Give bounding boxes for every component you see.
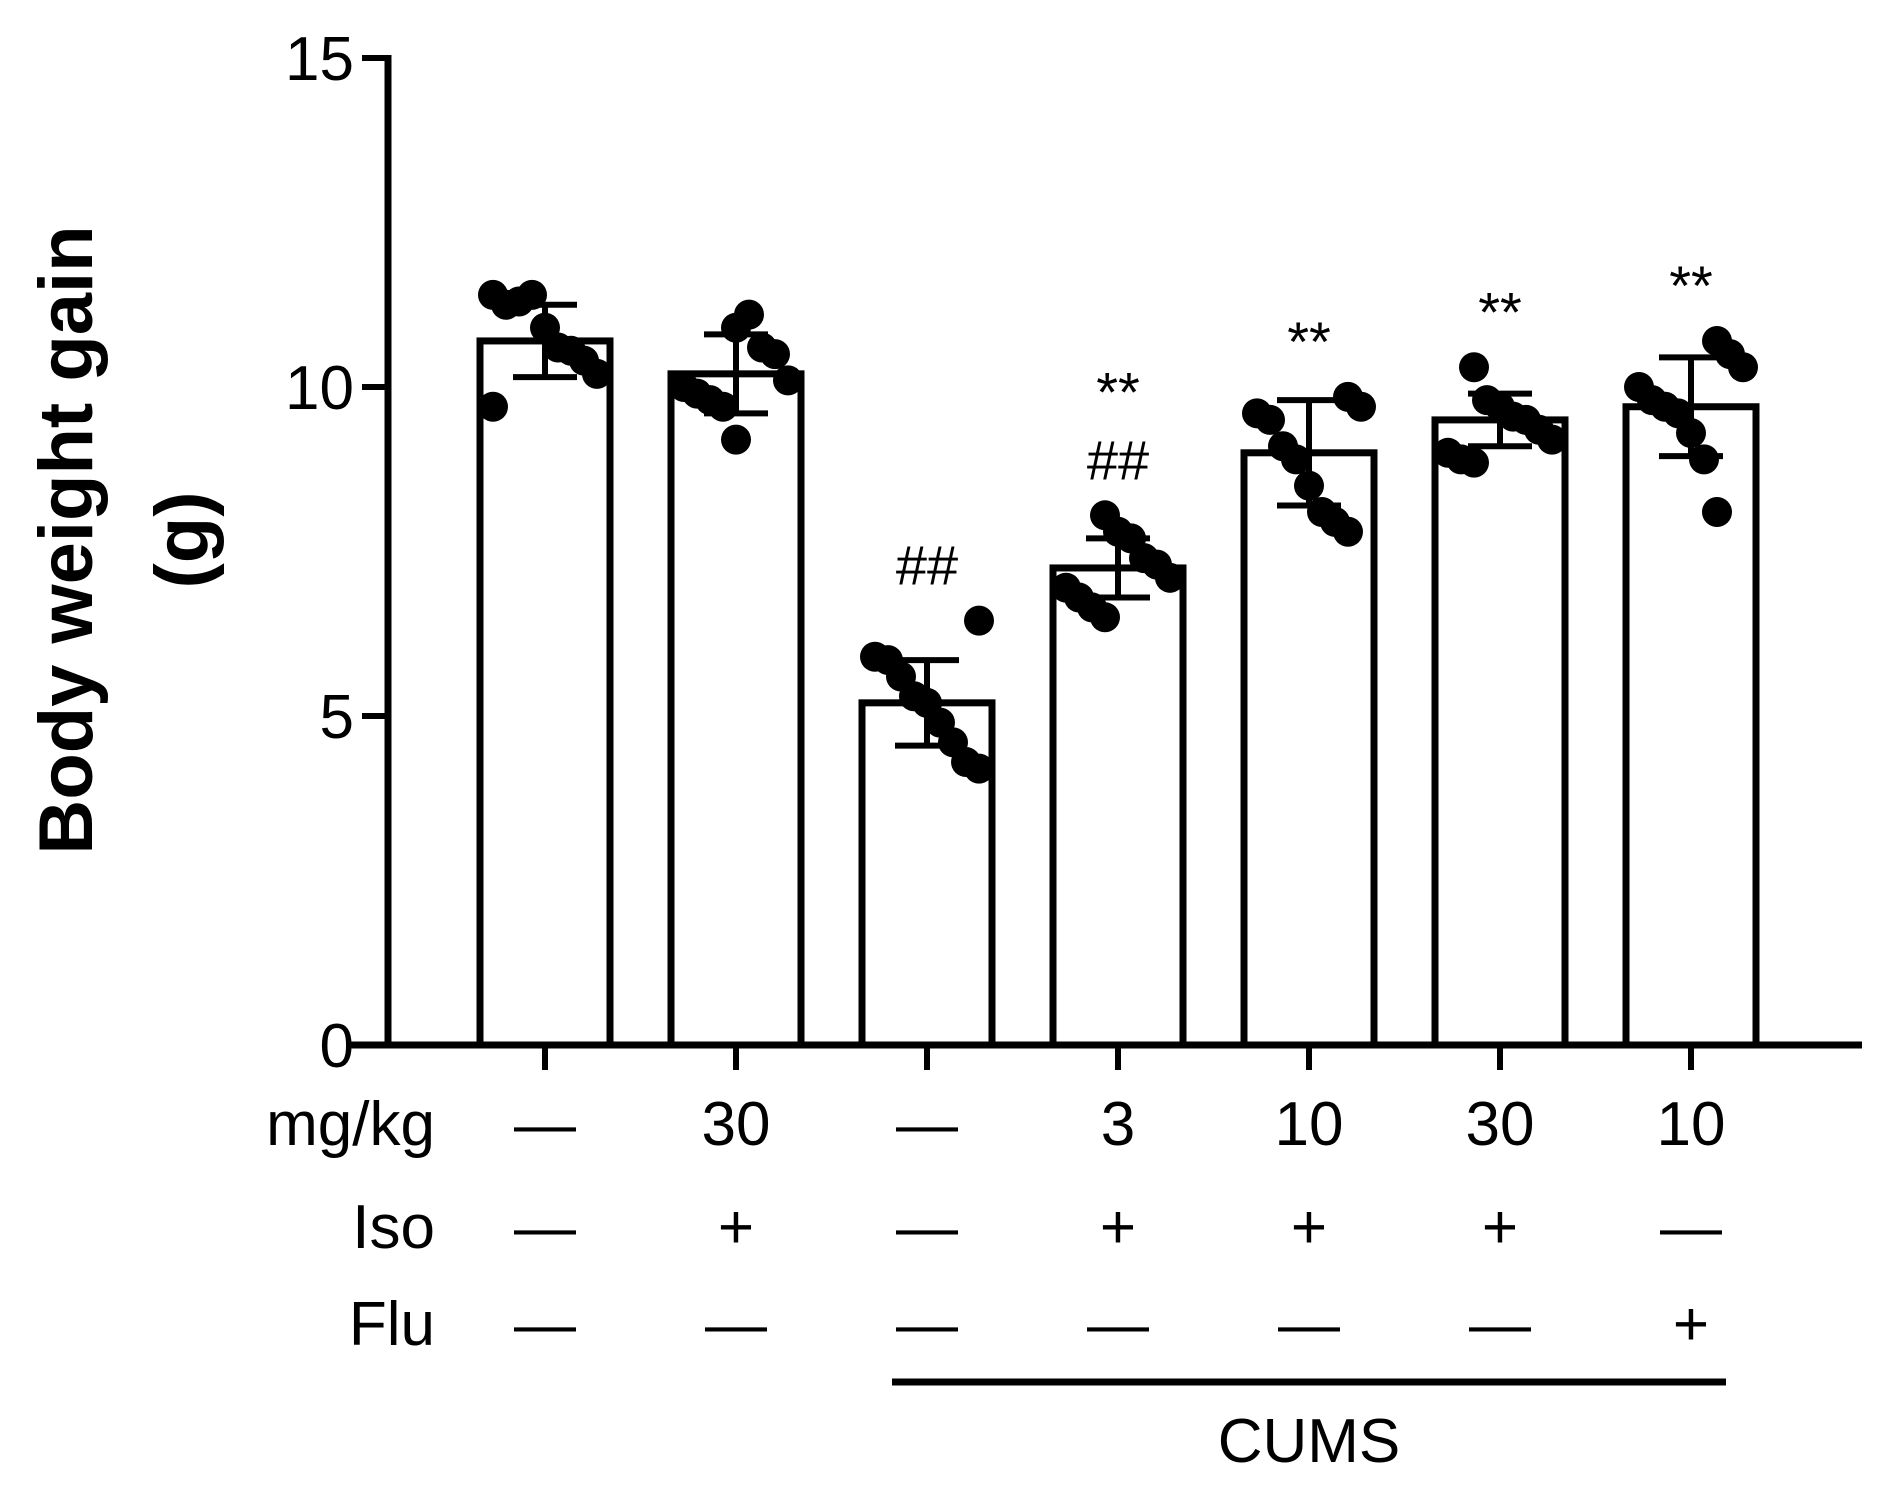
row-label-flu: Flu	[349, 1290, 435, 1359]
data-point	[1459, 447, 1489, 478]
bar	[1431, 416, 1569, 1049]
data-point	[478, 391, 508, 422]
significance-hashes: ##	[896, 534, 958, 597]
data-point	[1333, 516, 1363, 547]
bar	[667, 370, 805, 1049]
data-point	[1702, 497, 1732, 528]
table-cell: —	[896, 1090, 958, 1159]
significance-asterisks: **	[1478, 280, 1522, 343]
y-tick-label: 0	[320, 1012, 354, 1081]
data-point	[734, 299, 764, 330]
bars	[476, 337, 1760, 1049]
data-point	[964, 605, 994, 636]
y-axis-title: Body weight gain (g)	[24, 225, 225, 854]
table-cell: —	[705, 1290, 767, 1359]
y-tick-label: 5	[320, 683, 354, 752]
significance-hashes: ##	[1087, 428, 1149, 491]
data-point	[1090, 602, 1120, 633]
cums-label: CUMS	[1218, 1407, 1401, 1476]
y-tick-label: 15	[285, 25, 354, 94]
bar	[1049, 564, 1187, 1049]
table-cell: —	[514, 1193, 576, 1262]
row-label-mg-kg: mg/kg	[266, 1090, 435, 1159]
error-bars	[513, 301, 1723, 749]
y-axis-label: Body weight gain	[24, 225, 109, 854]
table-cell: +	[718, 1193, 754, 1262]
table-cell: —	[514, 1090, 576, 1159]
table-cell: —	[1087, 1290, 1149, 1359]
data-point	[582, 358, 612, 389]
data-point	[721, 424, 751, 455]
table-cell: 10	[1657, 1090, 1726, 1159]
row-label-iso: Iso	[352, 1193, 435, 1262]
table-cell: 30	[1466, 1090, 1535, 1159]
table-cell: 3	[1101, 1090, 1135, 1159]
data-point	[1689, 444, 1719, 475]
table-cell: —	[896, 1290, 958, 1359]
significance-marks: ####**** ** **	[896, 254, 1713, 597]
data-point	[1728, 352, 1758, 383]
data-point	[1346, 391, 1376, 422]
data-point	[1155, 562, 1185, 593]
table-cell: —	[514, 1290, 576, 1359]
table-cell: +	[1100, 1193, 1136, 1262]
bar	[1240, 449, 1378, 1049]
data-point	[1255, 404, 1285, 435]
table-cell: +	[1673, 1290, 1709, 1359]
data-point	[773, 365, 803, 396]
data-point	[1537, 424, 1567, 455]
significance-asterisks: **	[1669, 254, 1713, 317]
data-point	[760, 339, 790, 370]
significance-asterisks: **	[1287, 310, 1331, 373]
data-point	[964, 753, 994, 784]
treatment-table: mg/kg — 30 — 3 10 30 10 Iso — + — + + + — Flu — — — — — — +	[266, 1090, 1725, 1359]
data-point	[1459, 352, 1489, 383]
table-cell: +	[1482, 1193, 1518, 1262]
y-tick-label: 10	[285, 354, 354, 423]
table-cell: —	[896, 1193, 958, 1262]
table-cell: +	[1291, 1193, 1327, 1262]
table-cell: —	[1469, 1290, 1531, 1359]
table-cell: 30	[702, 1090, 771, 1159]
significance-asterisks: **	[1096, 360, 1140, 423]
cums-bracket: CUMS	[892, 1378, 1726, 1476]
table-cell: —	[1278, 1290, 1340, 1359]
data-point	[1281, 444, 1311, 475]
bar	[476, 337, 614, 1049]
table-cell: —	[1660, 1193, 1722, 1262]
y-axis-unit: (g)	[140, 491, 225, 588]
bar	[1622, 403, 1760, 1049]
table-cell: 10	[1275, 1090, 1344, 1159]
